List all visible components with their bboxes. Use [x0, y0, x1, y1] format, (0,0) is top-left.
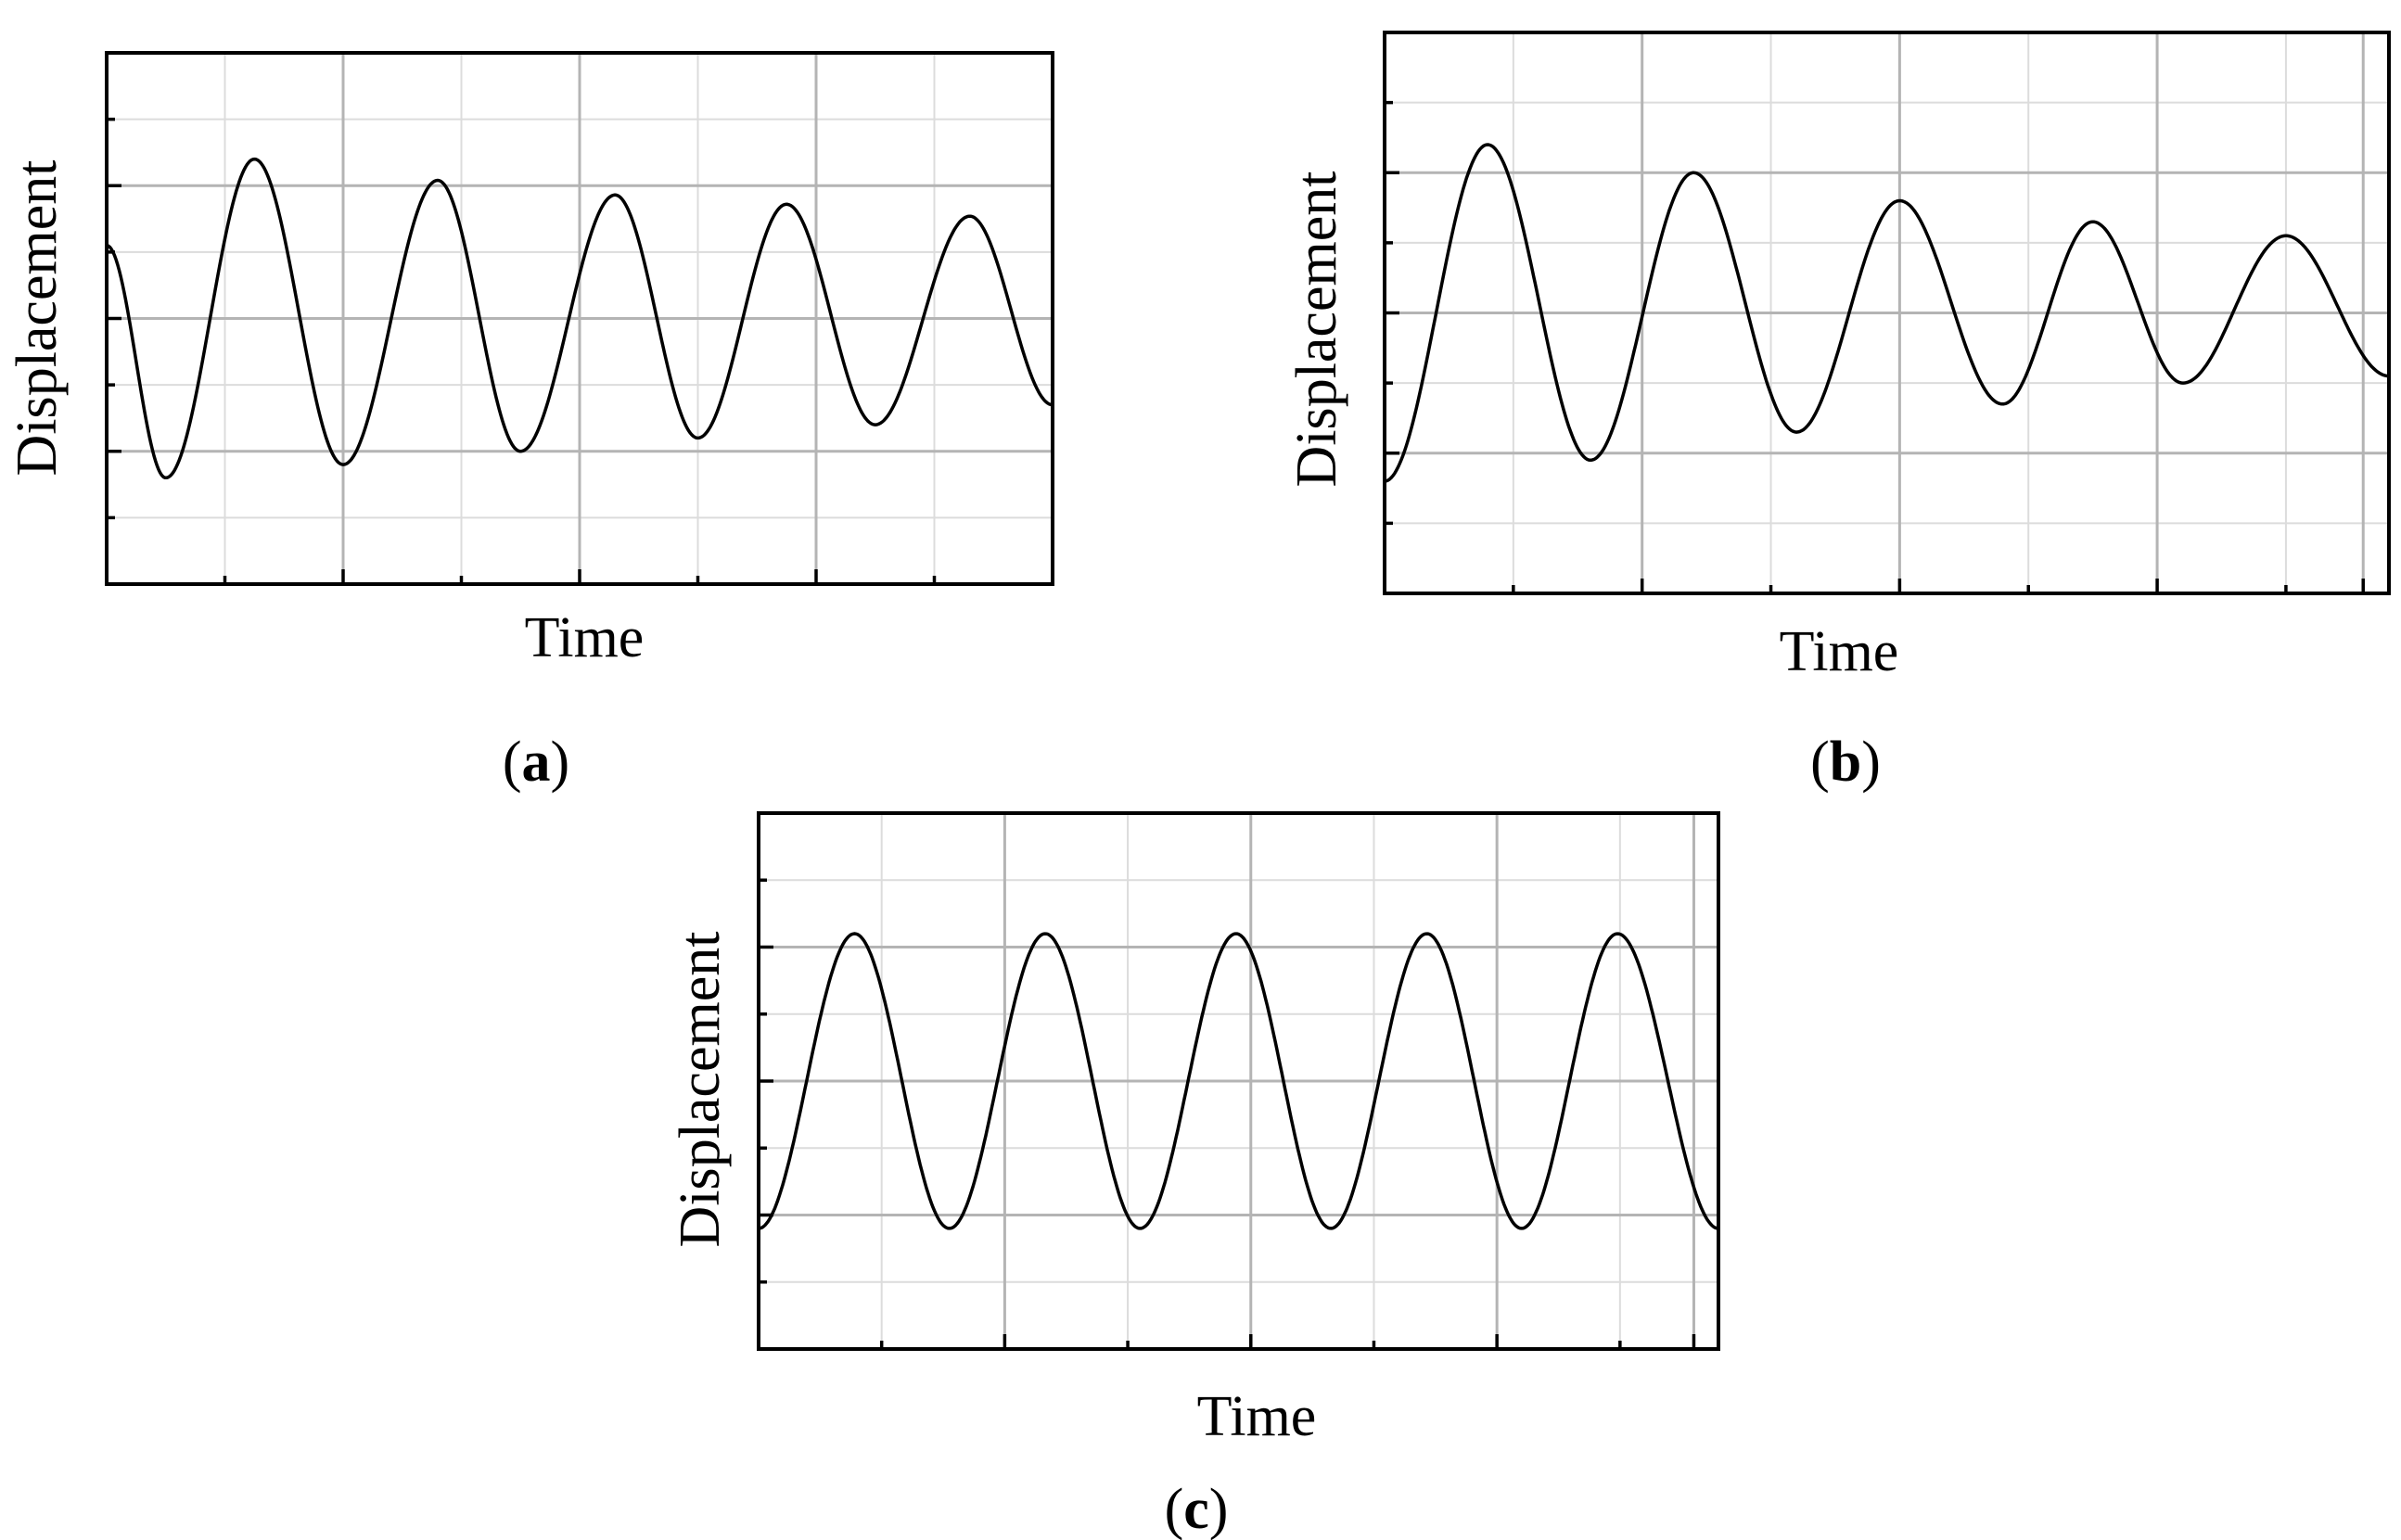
- panel-c-curve: [758, 932, 1719, 1230]
- panel-a-ylabel: Displacement: [6, 160, 69, 477]
- panel-b: Time Displacement (b): [1285, 31, 2391, 794]
- panel-a-curve: [106, 157, 1054, 480]
- panel-b-curve: [1384, 143, 2390, 483]
- panel-c: Time Displacement (c): [669, 811, 1720, 1540]
- panel-a-ticks: [105, 117, 1054, 584]
- panel-c-xlabel: Time: [1197, 1385, 1317, 1448]
- panel-b-ticks: [1383, 100, 2365, 593]
- panel-c-major-grid: [759, 813, 1718, 1349]
- panel-c-ylabel: Displacement: [669, 932, 732, 1248]
- panel-c-letter: c: [1183, 1478, 1209, 1540]
- panel-a: Time Displacement (a): [6, 51, 1054, 794]
- panel-a-xlabel: Time: [525, 606, 645, 669]
- panel-c-ticks: [757, 878, 1696, 1349]
- panel-b-letter: b: [1830, 731, 1861, 794]
- panel-a-major-grid: [107, 53, 1053, 584]
- panel-b-xlabel: Time: [1780, 620, 1899, 683]
- panel-a-label: (a): [503, 731, 569, 794]
- panel-b-ylabel: Displacement: [1285, 172, 1348, 488]
- panel-c-label: (c): [1165, 1478, 1229, 1540]
- panel-a-letter: a: [522, 731, 551, 794]
- panel-b-minor-grid: [1385, 32, 2389, 593]
- panel-b-major-grid: [1385, 32, 2389, 593]
- panel-b-label: (b): [1810, 731, 1881, 794]
